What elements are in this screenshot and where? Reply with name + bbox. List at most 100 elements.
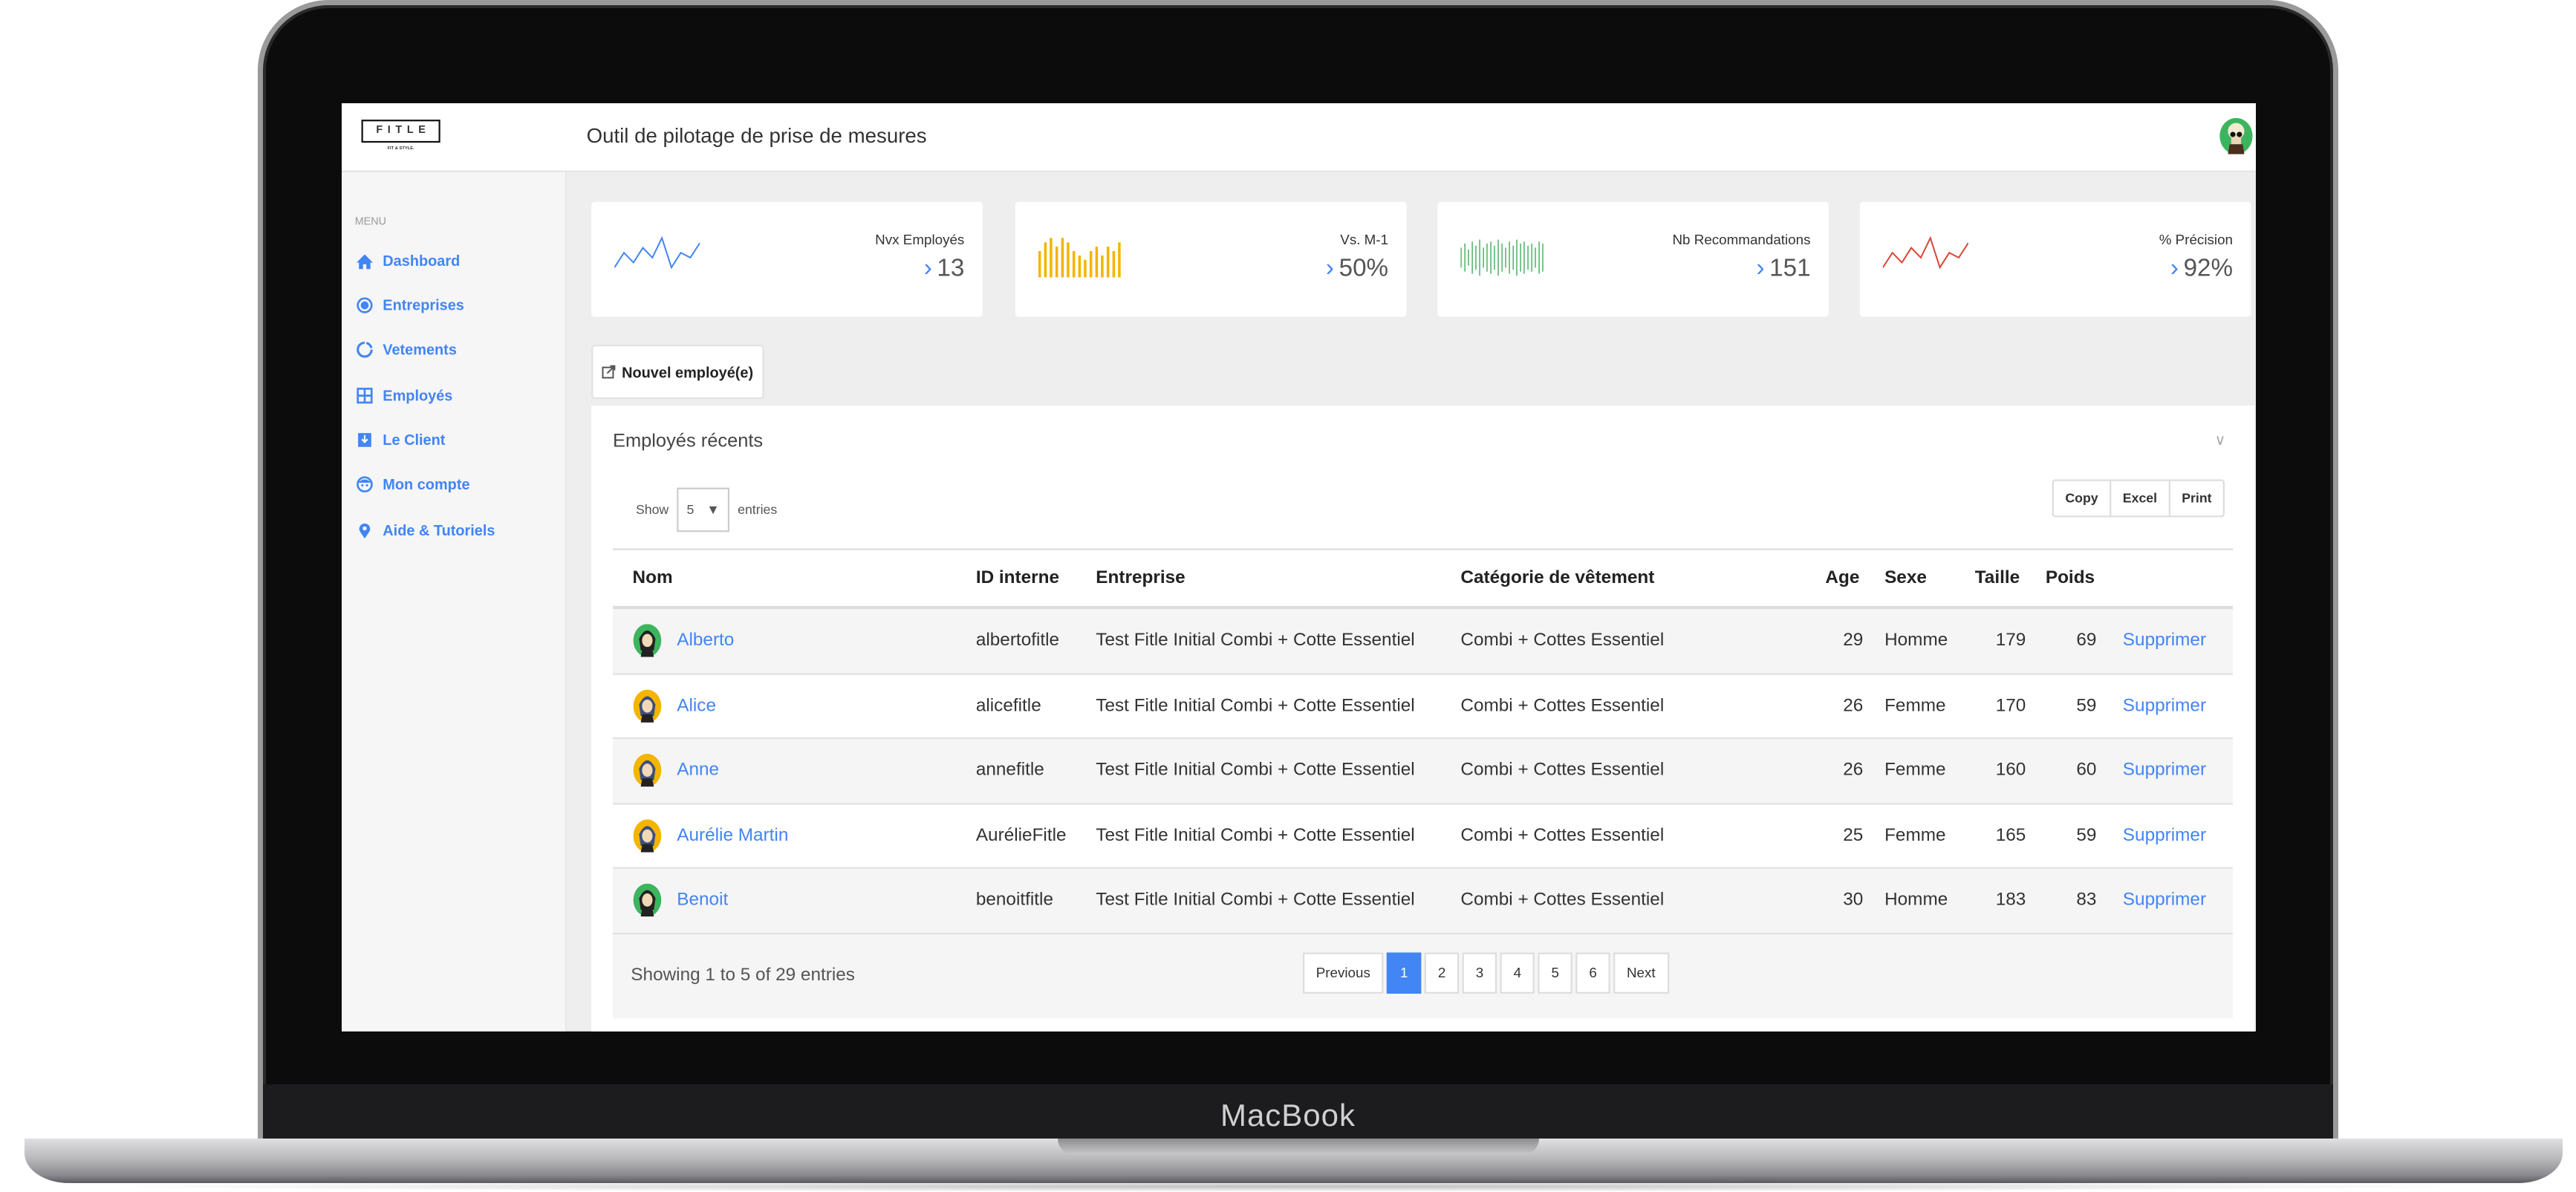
sidebar-item-entreprises[interactable]: Entreprises [357, 297, 464, 313]
page-6-button[interactable]: 6 [1575, 951, 1610, 993]
sparkline-bar [1516, 239, 1518, 276]
sparkline-bar [1542, 243, 1544, 272]
previous-button[interactable]: Previous [1303, 951, 1384, 993]
col-sexe[interactable]: Sexe [1884, 567, 1927, 588]
stat-label: % Précision [2159, 231, 2234, 248]
employee-name-link[interactable]: Anne [677, 761, 720, 781]
chevron-right-icon: › [2170, 254, 2179, 283]
employee-avatar [633, 689, 662, 723]
entries-label: entries [738, 502, 778, 518]
sidebar-item-label: Employés [383, 387, 453, 404]
new-employee-button[interactable]: Nouvel employé(e) [591, 345, 764, 400]
stat-value-wrap[interactable]: › 50% [1326, 255, 1388, 283]
show-label: Show [635, 502, 669, 518]
sparkline-bar [1072, 251, 1076, 278]
employee-category: Combi + Cottes Essentiel [1460, 825, 1665, 846]
stat-label: Nvx Employés [875, 231, 965, 248]
sidebar-item-label: Le Client [383, 431, 446, 449]
employee-avatar [633, 884, 662, 917]
sidebar-item-aide-tutoriels[interactable]: Aide & Tutoriels [357, 522, 495, 539]
employee-company: Test Fitle Initial Combi + Cotte Essenti… [1096, 825, 1415, 846]
stat-value-wrap[interactable]: › 151 [1756, 255, 1810, 283]
table-row: Alice alicefitle Test Fitle Initial Combi … [612, 674, 2234, 740]
circle-outline-icon [357, 341, 373, 358]
employees-table: Nom ID interne Entreprise Catégorie de v… [612, 548, 2234, 1017]
delete-link[interactable]: Supprimer [2122, 631, 2207, 651]
top-header: FITLE FIT & STYLE. Outil de pilotage de … [342, 103, 2256, 172]
sparkline-bar [1038, 251, 1041, 278]
delete-link[interactable]: Supprimer [2122, 761, 2207, 781]
employee-weight: 59 [2076, 695, 2097, 716]
delete-link[interactable]: Supprimer [2122, 695, 2207, 716]
print-button[interactable]: Print [2182, 491, 2212, 506]
stat-card: % Précision › 92% [1859, 201, 2251, 317]
new-employee-label: Nouvel employé(e) [622, 363, 754, 380]
next-button[interactable]: Next [1613, 951, 1669, 993]
col-nom[interactable]: Nom [632, 567, 673, 588]
stat-value-wrap[interactable]: › 13 [924, 255, 965, 283]
page-1-button[interactable]: 1 [1387, 951, 1422, 993]
sidebar-item-mon-compte[interactable]: Mon compte [357, 476, 470, 492]
page-title: Outil de pilotage de prise de mesures [586, 124, 927, 148]
employee-sex: Homme [1884, 890, 1948, 911]
stat-card: Nvx Employés › 13 [591, 201, 983, 317]
sidebar-item-vetements[interactable]: Vetements [357, 342, 457, 358]
sparkline [1038, 238, 1121, 278]
sidebar-item-label: Aide & Tutoriels [383, 522, 495, 539]
recent-employees-panel: Employés récents ∨ Show 5 ▼ entries Copy … [591, 406, 2254, 1032]
sparkline-bar [1531, 243, 1532, 272]
sparkline-bar [1479, 239, 1480, 276]
sparkline-bar [1118, 242, 1121, 278]
user-avatar[interactable] [2219, 117, 2253, 154]
copy-button[interactable]: Copy [2054, 481, 2112, 516]
download-box-icon [358, 433, 371, 447]
stat-value: 92% [2183, 254, 2234, 283]
employee-height: 179 [1995, 631, 2026, 651]
col-taille[interactable]: Taille [1974, 567, 2020, 588]
excel-button[interactable]: Excel [2111, 481, 2170, 516]
employee-id: alicefitle [975, 695, 1041, 716]
table-row: Aurélie Martin AurélieFitle Test Fitle Ini… [612, 804, 2234, 869]
col-entreprise[interactable]: Entreprise [1096, 567, 1185, 588]
logo-text: FITLE [361, 120, 440, 143]
col-id[interactable]: ID interne [975, 567, 1060, 588]
page-2-button[interactable]: 2 [1424, 951, 1460, 993]
employee-name-link[interactable]: Alice [677, 695, 716, 716]
employee-company: Test Fitle Initial Combi + Cotte Essenti… [1096, 890, 1415, 911]
employee-category: Combi + Cottes Essentiel [1460, 631, 1665, 651]
employee-weight: 69 [2076, 631, 2097, 651]
page-4-button[interactable]: 4 [1500, 951, 1535, 993]
page-5-button[interactable]: 5 [1538, 951, 1572, 993]
sidebar-item-le-client[interactable]: Le Client [357, 431, 446, 449]
employee-weight: 60 [2076, 761, 2097, 781]
sparkline-bar [1101, 255, 1104, 278]
employee-name-link[interactable]: Benoit [677, 890, 729, 911]
external-edit-icon [602, 365, 617, 379]
stat-value-wrap[interactable]: › 92% [2170, 255, 2233, 283]
sparkline-bar [1089, 251, 1093, 278]
map-pin-icon [359, 523, 371, 539]
employee-height: 165 [1995, 825, 2026, 846]
col-poids[interactable]: Poids [2045, 567, 2095, 588]
col-categorie[interactable]: Catégorie de vêtement [1460, 567, 1655, 588]
sidebar-item-dashboard[interactable]: Dashboard [356, 253, 460, 270]
employee-name-link[interactable]: Alberto [677, 631, 735, 651]
page-3-button[interactable]: 3 [1462, 951, 1497, 993]
delete-link[interactable]: Supprimer [2122, 890, 2207, 911]
page-length-control: Show 5 ▼ entries [635, 487, 778, 533]
employee-sex: Femme [1884, 825, 1946, 846]
page-length-select[interactable]: 5 ▼ [677, 487, 730, 533]
employee-name-link[interactable]: Aurélie Martin [677, 825, 789, 846]
delete-link[interactable]: Supprimer [2122, 825, 2207, 846]
logo[interactable]: FITLE FIT & STYLE. [361, 120, 440, 156]
sidebar-item-employ-s[interactable]: Employés [357, 388, 452, 404]
employee-company: Test Fitle Initial Combi + Cotte Essenti… [1096, 631, 1415, 651]
table-row: Anne annefitle Test Fitle Initial Combi + … [612, 739, 2234, 804]
chevron-down-icon[interactable]: ∨ [2214, 431, 2226, 449]
stat-value: 50% [1339, 254, 1389, 283]
stat-label: Nb Recommandations [1672, 231, 1811, 248]
col-age[interactable]: Age [1825, 567, 1860, 588]
sparkline [614, 235, 700, 270]
stat-value: 13 [937, 254, 965, 283]
